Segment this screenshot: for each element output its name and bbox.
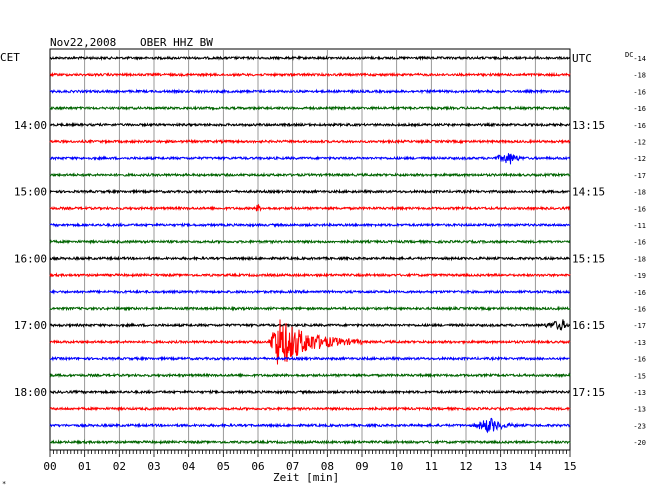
seismic-trace <box>49 188 571 195</box>
seismic-trace <box>49 405 571 412</box>
grid-lines <box>49 48 571 451</box>
seismic-trace <box>49 372 571 379</box>
seismic-trace <box>49 272 571 279</box>
seismic-trace <box>49 105 571 112</box>
seismic-trace <box>49 238 571 245</box>
corner-mark: * <box>2 480 6 488</box>
dc-offset-value: -16 <box>633 88 646 96</box>
seismic-trace <box>49 319 571 365</box>
seismic-trace <box>49 121 571 128</box>
x-tick-label: 12 <box>459 460 472 473</box>
right-hour-label: 17:15 <box>572 386 605 399</box>
right-hour-label: 16:15 <box>572 319 605 332</box>
seismic-trace <box>49 305 571 312</box>
x-axis-label: Zeit [min] <box>273 471 339 484</box>
dc-offset-value: -20 <box>633 439 646 447</box>
x-tick-label: 09 <box>355 460 368 473</box>
x-tick-label: 05 <box>217 460 230 473</box>
dc-offset-value: -19 <box>633 272 646 280</box>
x-tick-label: 04 <box>182 460 196 473</box>
trace-group <box>49 55 571 446</box>
right-hour-label: 13:15 <box>572 119 605 132</box>
x-tick-label: 01 <box>78 460 91 473</box>
dc-offset-value: -18 <box>633 72 646 80</box>
x-tick-label: 15 <box>563 460 576 473</box>
seismic-trace <box>49 319 571 332</box>
dc-offset-value: -16 <box>633 122 646 130</box>
dc-offset-value: -16 <box>633 105 646 113</box>
dc-offset-value: -18 <box>633 255 646 263</box>
left-hour-label: 16:00 <box>14 252 47 265</box>
seismic-trace <box>49 255 571 262</box>
seismic-trace <box>49 221 571 228</box>
right-hour-label: 14:15 <box>572 186 605 199</box>
seismic-trace <box>49 439 571 446</box>
dc-offset-value: -11 <box>633 222 646 230</box>
x-tick-label: 06 <box>251 460 264 473</box>
dc-offset-value: -16 <box>633 356 646 364</box>
dc-offset-value: -14 <box>633 55 646 63</box>
seismic-trace <box>49 71 571 78</box>
x-tick-label: 10 <box>390 460 403 473</box>
chart-title: Nov22,2008 <box>50 36 116 49</box>
dc-offset-value: -17 <box>633 172 646 180</box>
dc-offset-value: -13 <box>633 339 646 347</box>
x-tick-label: 00 <box>43 460 56 473</box>
x-axis: 00 01 02 03 04 05 06 07 08 09 10 11 12 13 14 15 <box>43 450 577 473</box>
dc-offset-value: -13 <box>633 406 646 414</box>
x-tick-label: 14 <box>529 460 543 473</box>
station-label: OBER HHZ BW <box>140 36 213 49</box>
right-hour-label: UTC <box>572 52 592 65</box>
dc-offset-value: -13 <box>633 389 646 397</box>
seismic-trace <box>49 204 571 212</box>
seismic-trace <box>49 153 571 165</box>
x-tick-label: 03 <box>147 460 160 473</box>
seismic-trace <box>49 171 571 178</box>
dc-offset-value: -12 <box>633 139 646 147</box>
left-hour-label: 14:00 <box>14 119 47 132</box>
dc-offset-value: -16 <box>633 205 646 213</box>
dc-offset-value: -23 <box>633 422 646 430</box>
seismic-trace <box>49 355 571 362</box>
dc-offset-value: -16 <box>633 239 646 247</box>
right-hour-label: 15:15 <box>572 252 605 265</box>
seismic-trace <box>49 417 571 434</box>
left-hour-label: 17:00 <box>14 319 47 332</box>
dc-offset-value: -16 <box>633 306 646 314</box>
x-tick-label: 11 <box>425 460 438 473</box>
left-hour-label: 18:00 <box>14 386 47 399</box>
left-timezone-label: CET <box>0 51 20 64</box>
seismic-trace <box>49 138 571 145</box>
x-tick-label: 13 <box>494 460 507 473</box>
dc-offset-value: -12 <box>633 155 646 163</box>
dc-offset-labels: -14 -18 -16 -16 -16 -12 -12 -17 -18 -16 -11 -16 -18 -… <box>633 55 646 447</box>
x-tick-label: 08 <box>321 460 334 473</box>
seismic-trace <box>49 288 571 295</box>
left-hour-label: 15:00 <box>14 186 47 199</box>
dc-offset-value: -17 <box>633 322 646 330</box>
dc-label: DC <box>625 51 633 59</box>
dc-offset-value: -18 <box>633 189 646 197</box>
seismic-trace <box>49 88 570 95</box>
dc-offset-value: -15 <box>633 372 646 380</box>
seismic-trace <box>49 55 571 61</box>
hour-labels: 14:00 15:00 16:00 17:00 18:00 UTC 13:15 14:15 15… <box>14 52 605 399</box>
x-tick-label: 07 <box>286 460 299 473</box>
x-tick-label: 02 <box>113 460 126 473</box>
seismic-trace <box>49 388 571 395</box>
dc-offset-value: -16 <box>633 289 646 297</box>
